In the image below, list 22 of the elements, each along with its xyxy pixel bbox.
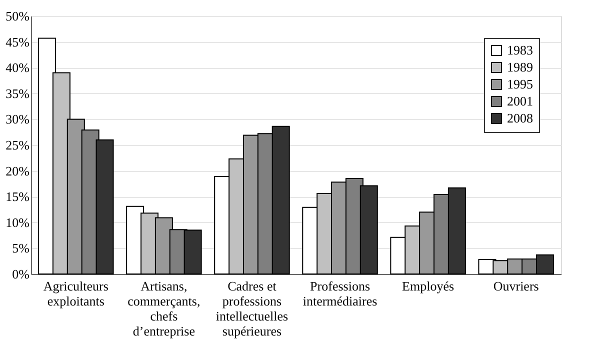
- y-tick-label: 50%: [6, 8, 30, 24]
- legend-label: 1983: [507, 42, 533, 58]
- y-tick-label: 35%: [6, 86, 30, 101]
- legend-label: 2008: [507, 110, 533, 126]
- y-tick-label: 10%: [6, 214, 30, 230]
- x-tick-label: Artisans, commerçants, chefs d’entreprise: [128, 278, 200, 338]
- y-tick-label: 15%: [6, 189, 30, 204]
- legend-label: 2001: [507, 94, 533, 108]
- x-tick-label: Cadres et professions intellectuelles supérieures: [216, 278, 288, 338]
- y-tick-label: 25%: [6, 138, 30, 152]
- y-tick-label: 5%: [12, 240, 30, 256]
- y-tick-label: 40%: [6, 60, 30, 76]
- x-tick-label: Agriculteurs exploitants: [43, 278, 108, 308]
- legend-label: 1989: [507, 60, 533, 74]
- y-tick-label: 20%: [6, 163, 30, 178]
- legend-label: 1995: [507, 76, 533, 92]
- y-tick-label: 30%: [6, 112, 30, 127]
- x-tick-label: Professions intermédiaires: [302, 278, 378, 308]
- y-tick-label: 0%: [12, 266, 30, 282]
- y-tick-label: 45%: [6, 34, 30, 50]
- x-tick-label: Ouvriers: [493, 278, 539, 294]
- x-tick-label: Employés: [402, 278, 454, 294]
